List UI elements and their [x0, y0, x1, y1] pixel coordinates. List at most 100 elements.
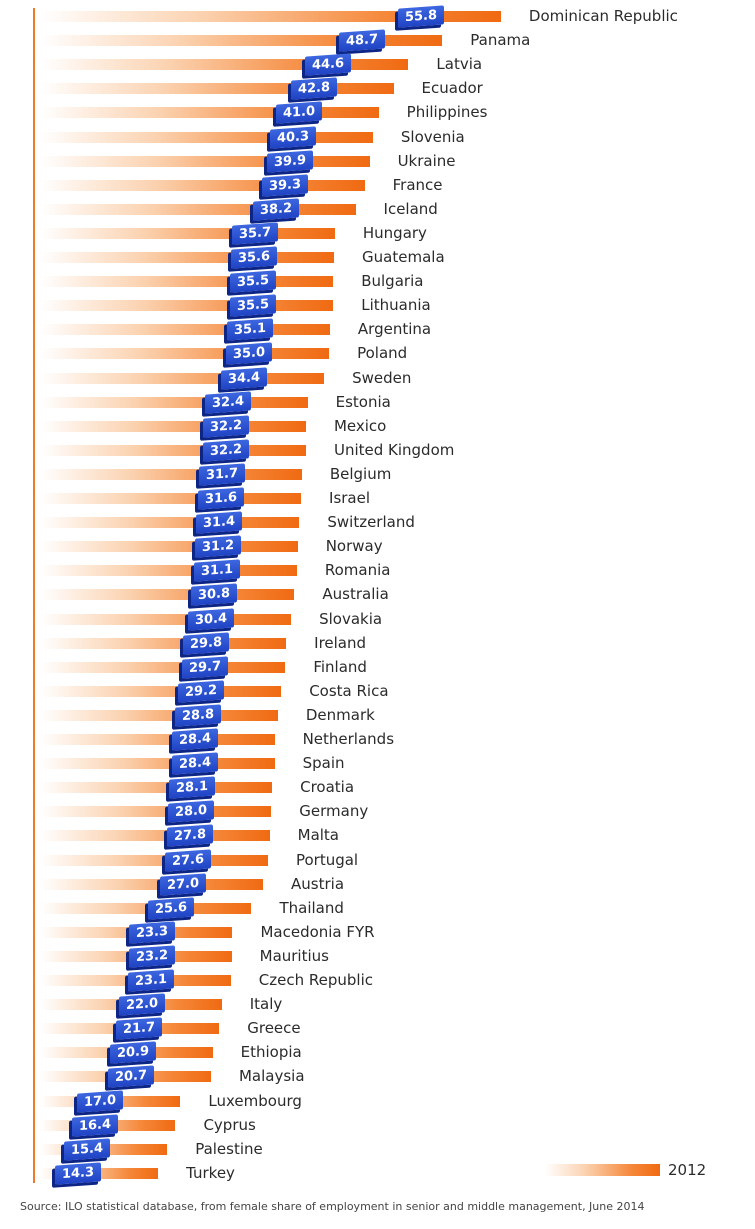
bar-row: 29.7 Finland: [0, 656, 755, 681]
category-label: Ecuador: [421, 79, 483, 98]
value-label: 35.0: [226, 342, 273, 365]
bar-row: 32.4 Estonia: [0, 390, 755, 416]
category-label: Ireland: [314, 633, 367, 652]
bar-row: 27.6 Portugal: [0, 848, 755, 874]
category-label: France: [392, 175, 443, 194]
category-label: Israel: [329, 489, 371, 507]
bar: [40, 854, 268, 866]
value-label: 29.7: [182, 656, 229, 679]
category-label: Guatemala: [362, 248, 445, 266]
bar-row: 22.0 Italy: [0, 993, 755, 1018]
bar-row: 40.3 Slovenia: [0, 125, 755, 151]
bar: [40, 878, 264, 890]
value-label: 28.4: [171, 728, 218, 751]
value-label: 23.2: [128, 945, 175, 968]
category-label: Ukraine: [397, 151, 456, 170]
value-label: 31.4: [196, 511, 243, 534]
bar-row: 23.1 Czech Republic: [0, 969, 755, 994]
value-label: 38.2: [252, 198, 299, 221]
bar: [40, 83, 394, 95]
category-label: Malta: [297, 826, 339, 845]
category-label: Slovakia: [319, 609, 383, 628]
bar-row: 41.0 Philippines: [0, 101, 755, 126]
bar-row: 17.0 Luxembourg: [0, 1089, 755, 1115]
bar-row: 28.8 Denmark: [0, 704, 755, 729]
value-label: 55.8: [397, 5, 444, 28]
value-label: 34.4: [221, 366, 268, 390]
bar: [40, 203, 356, 215]
legend-label: 2012: [668, 1161, 707, 1179]
category-label: Portugal: [295, 850, 359, 869]
category-label: Dominican Republic: [528, 7, 678, 25]
bar-row: 44.6 Latvia: [0, 53, 755, 78]
bar: [40, 444, 306, 456]
category-label: Iceland: [383, 199, 438, 218]
value-label: 31.1: [193, 559, 240, 582]
bar: [40, 324, 330, 336]
value-label: 41.0: [275, 101, 322, 124]
bar-row: 23.3 Macedonia FYR: [0, 921, 755, 946]
category-label: Netherlands: [302, 730, 395, 748]
bar: [40, 348, 330, 360]
bar-row: 31.2 Norway: [0, 535, 755, 560]
bar: [40, 661, 286, 673]
bar: [40, 685, 282, 697]
bar: [40, 107, 379, 119]
bar-row: 16.4 Cyprus: [0, 1113, 755, 1139]
value-label: 39.9: [266, 149, 313, 173]
bar: [40, 35, 443, 47]
bar-row: 28.4 Netherlands: [0, 728, 755, 753]
category-label: Thailand: [279, 898, 344, 917]
bar: [40, 902, 252, 914]
value-label: 25.6: [148, 897, 195, 920]
value-label: 32.4: [204, 390, 251, 414]
bar-row: 39.3 France: [0, 174, 755, 199]
category-label: Philippines: [406, 103, 488, 122]
category-label: Slovenia: [400, 127, 465, 146]
value-label: 22.0: [118, 993, 165, 1016]
bar-row: 20.9 Ethiopia: [0, 1041, 755, 1066]
category-label: Malaysia: [238, 1067, 305, 1086]
value-label: 31.7: [198, 463, 245, 486]
value-label: 23.1: [127, 969, 174, 992]
bar-row: 35.1 Argentina: [0, 318, 755, 343]
value-label: 40.3: [269, 125, 316, 149]
bar: [40, 227, 335, 239]
category-label: Romania: [324, 561, 391, 580]
value-label: 48.7: [339, 29, 386, 52]
bar: [40, 11, 501, 22]
category-label: Argentina: [357, 320, 432, 339]
value-label: 23.3: [129, 921, 176, 944]
bar: [40, 758, 275, 770]
category-label: Sweden: [352, 368, 412, 387]
value-label: 28.4: [171, 752, 218, 775]
bar-row: 28.1 Croatia: [0, 776, 755, 801]
bar: [40, 637, 287, 649]
value-label: 27.0: [160, 872, 207, 896]
category-label: Macedonia FYR: [260, 922, 375, 941]
bar-row: 35.5 Lithuania: [0, 294, 755, 319]
bar-row: 31.7 Belgium: [0, 463, 755, 488]
bar-row: 39.9 Ukraine: [0, 149, 755, 175]
bar: [40, 420, 306, 432]
bar-row: 32.2 United Kingdom: [0, 439, 755, 464]
bar: [40, 589, 295, 601]
bar: [40, 734, 275, 745]
category-label: Finland: [313, 657, 367, 676]
bar: [40, 830, 270, 842]
category-label: Latvia: [436, 55, 483, 74]
category-label: Denmark: [305, 705, 375, 724]
bar-row: 31.4 Switzerland: [0, 511, 755, 536]
bar-row: 35.0 Poland: [0, 342, 755, 367]
value-label: 29.2: [178, 680, 225, 703]
bar-row: 30.4 Slovakia: [0, 607, 755, 633]
category-label: Czech Republic: [258, 971, 374, 989]
category-label: Cyprus: [203, 1115, 256, 1134]
bar: [40, 517, 300, 529]
bar-row: 29.2 Costa Rica: [0, 680, 755, 705]
value-label: 39.3: [261, 174, 308, 197]
legend-swatch: [545, 1164, 660, 1176]
value-label: 27.6: [164, 848, 211, 872]
value-label: 42.8: [290, 77, 337, 100]
bar-row: 32.2 Mexico: [0, 415, 755, 440]
